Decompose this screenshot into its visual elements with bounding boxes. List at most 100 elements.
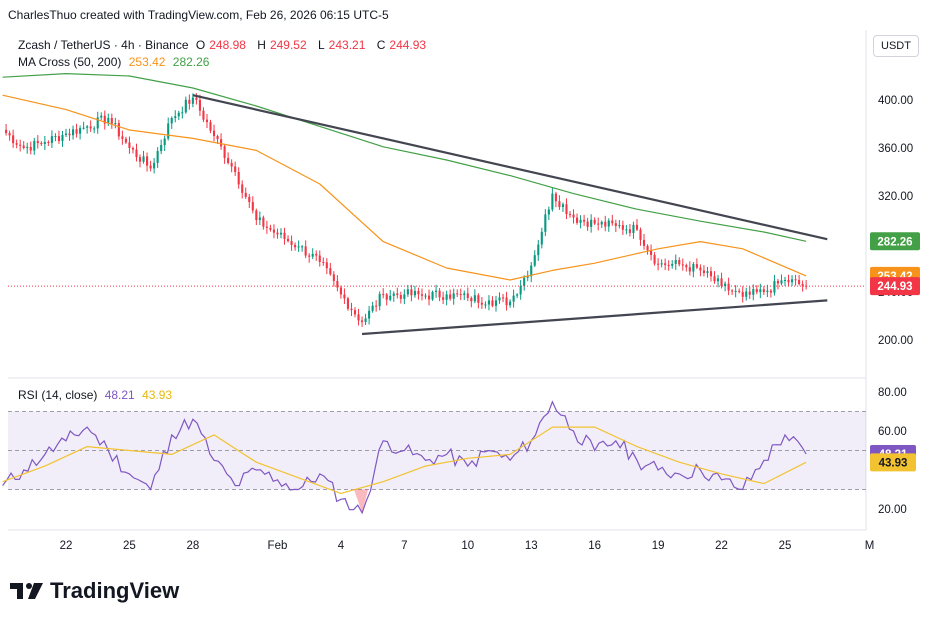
candle-body [459, 294, 462, 296]
time-tick-label: 22 [60, 540, 73, 552]
candle-body [191, 97, 194, 104]
currency-button[interactable]: USDT [873, 35, 919, 57]
candle-body [396, 293, 399, 296]
candle-body [551, 193, 554, 210]
candle-body [121, 136, 124, 139]
candle-body [604, 221, 607, 227]
candle-body [558, 201, 561, 207]
candle-body [748, 291, 751, 295]
candle-body [403, 294, 406, 299]
candle-body [308, 255, 311, 257]
open-value: 248.98 [209, 38, 246, 52]
candle-body [33, 140, 36, 151]
candle-body [664, 263, 667, 266]
attribution-text: CharlesThuo created with TradingView.com… [8, 8, 389, 22]
candle-body [674, 260, 677, 264]
candle-body [565, 204, 568, 215]
candle-body [632, 224, 635, 233]
candle-body [244, 192, 247, 197]
rsi-axis-label: 43.93 [870, 453, 916, 472]
candle-body [276, 232, 279, 235]
candle-body [575, 217, 579, 223]
candle-body [530, 265, 533, 277]
candle-body [96, 117, 99, 129]
candle-body [5, 130, 8, 134]
candle-body [50, 136, 53, 143]
candle-body [61, 135, 64, 141]
candle-body [361, 320, 364, 322]
candle-body [752, 289, 755, 295]
candle-body [590, 219, 593, 227]
time-tick-label: 16 [588, 540, 601, 552]
ma-slow-value: 282.26 [172, 55, 210, 69]
candle-body [241, 184, 244, 193]
candle-body [184, 99, 187, 113]
candle-body [776, 280, 780, 284]
candle-body [198, 99, 201, 111]
candle-body [695, 264, 698, 268]
price-tick-label: 400.00 [878, 95, 913, 107]
candle-body [420, 294, 424, 296]
candle-body [146, 156, 149, 166]
tradingview-logo[interactable]: TradingView [10, 578, 179, 604]
symbol-title[interactable]: Zcash / TetherUS · 4h · Binance [18, 38, 189, 52]
candle-body [625, 229, 628, 231]
candle-body [47, 142, 50, 143]
candle-body [614, 223, 617, 226]
candle-body [399, 295, 402, 299]
candle-body [445, 294, 448, 300]
candle-body [618, 225, 621, 227]
candle-body [427, 295, 431, 300]
price-axis-label-text: 282.26 [877, 236, 912, 248]
candle-body [716, 278, 720, 282]
candle-body [653, 254, 656, 264]
candle-body [156, 151, 159, 163]
candle-body [100, 115, 103, 118]
candle-body [547, 209, 550, 215]
candle-body [346, 298, 350, 309]
candle-body [607, 220, 610, 227]
candle-body [114, 123, 117, 125]
candle-body [205, 119, 209, 123]
candle-body [279, 232, 283, 235]
candle-body [269, 227, 272, 230]
candle-body [322, 262, 325, 263]
candle-body [628, 229, 631, 233]
time-tick-label: 7 [401, 540, 407, 552]
candle-body [798, 279, 801, 285]
candle-body [294, 244, 297, 248]
candle-body [533, 255, 536, 266]
candle-body [702, 270, 705, 274]
price-tick-label: 200.00 [878, 335, 913, 347]
candle-body [794, 279, 797, 281]
candle-body [227, 157, 230, 163]
candle-body [353, 310, 357, 315]
rsi-legend[interactable]: RSI (14, close) 48.21 43.93 [18, 388, 176, 402]
candle-body [741, 291, 744, 297]
tradingview-logo-icon [10, 583, 43, 599]
ma-fast-value: 253.42 [128, 55, 166, 69]
candle-body [79, 128, 82, 134]
candle-body [657, 263, 660, 265]
candle-body [181, 112, 184, 114]
candle-body [435, 290, 438, 293]
candle-body [385, 294, 388, 300]
candle-body [160, 145, 163, 152]
candle-body [724, 283, 727, 286]
candle-body [216, 136, 219, 140]
candle-body [124, 138, 127, 143]
candle-body [745, 291, 748, 297]
time-tick-label: 28 [186, 540, 199, 552]
candle-body [153, 162, 156, 169]
candle-body [297, 246, 300, 248]
candle-body [611, 220, 614, 224]
price-axis-label-bg [870, 277, 920, 296]
rsi-axis-label-text: 43.93 [879, 457, 908, 469]
symbol-legend: Zcash / TetherUS · 4h · Binance O 248.98 … [18, 38, 427, 52]
price-axis-label-text: 244.93 [877, 281, 912, 293]
candle-body [86, 126, 89, 128]
candles-group [5, 93, 808, 328]
candle-body [572, 214, 575, 218]
ma-legend[interactable]: MA Cross (50, 200) 253.42 282.26 [18, 55, 213, 69]
